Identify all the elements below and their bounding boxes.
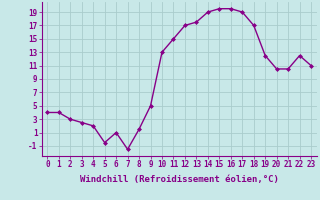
X-axis label: Windchill (Refroidissement éolien,°C): Windchill (Refroidissement éolien,°C)	[80, 175, 279, 184]
